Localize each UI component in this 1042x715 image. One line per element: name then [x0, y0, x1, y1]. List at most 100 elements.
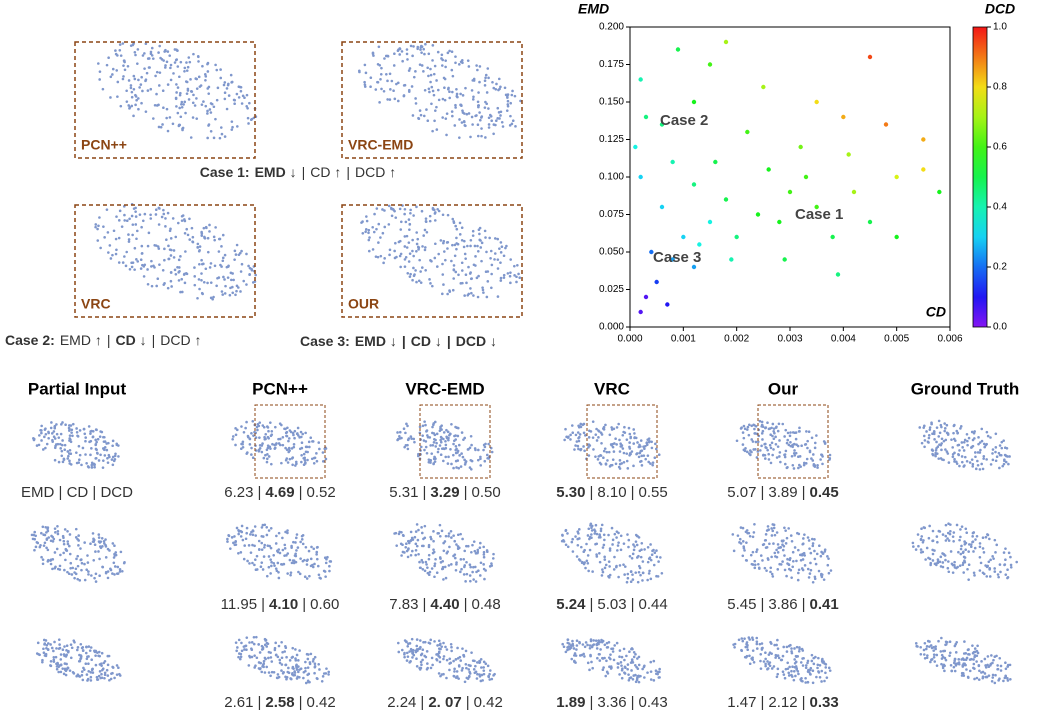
cloud-dot	[421, 210, 424, 213]
cloud-dot	[590, 533, 593, 536]
cloud-dot	[91, 462, 94, 465]
cloud-dot	[82, 649, 85, 652]
cloud-dot	[808, 547, 811, 550]
cloud-dot	[406, 659, 409, 662]
cloud-dot	[100, 673, 103, 676]
cloud-dot	[923, 649, 926, 652]
cloud-dot	[768, 458, 771, 461]
cloud-dot	[306, 653, 309, 656]
cloud-dot	[589, 644, 592, 647]
cloud-dot	[469, 459, 472, 462]
cloud-dot	[150, 265, 153, 268]
cloud-dot	[404, 235, 407, 238]
cloud-dot	[482, 291, 485, 294]
cloud-dot	[204, 73, 207, 76]
cloud-dot	[240, 655, 243, 658]
cloud-dot	[966, 460, 969, 463]
cloud-dot	[434, 242, 437, 245]
cloud-dot	[184, 232, 187, 235]
cloud-dot	[987, 655, 990, 658]
cloud-dot	[933, 656, 936, 659]
cloud-dot	[310, 546, 313, 549]
cloud-dot	[957, 658, 960, 661]
cloud-dot	[441, 273, 444, 276]
cloud-dot	[98, 574, 101, 577]
cloud-dot	[636, 556, 639, 559]
cloud-dot	[472, 95, 475, 98]
cloud-dot	[64, 444, 67, 447]
cloud-dot	[66, 457, 69, 460]
cloud-dot	[917, 533, 920, 536]
cloud-dot	[782, 646, 785, 649]
scatter-point	[894, 175, 898, 179]
cloud-dot	[302, 543, 305, 546]
cloud-dot	[163, 248, 166, 251]
scatter-point	[846, 152, 850, 156]
cloud-dot	[777, 445, 780, 448]
cloud-dot	[99, 70, 102, 73]
cloud-dot	[286, 426, 289, 429]
cloud-dot	[947, 567, 950, 570]
cloud-dot	[812, 542, 815, 545]
cloud-dot	[439, 675, 442, 678]
cloud-dot	[413, 273, 416, 276]
cloud-dot	[281, 663, 284, 666]
cloud-dot	[242, 539, 245, 542]
cloud-dot	[291, 457, 294, 460]
metric-separator: |	[631, 596, 635, 613]
annotation: Case 1	[795, 206, 843, 223]
cloud-dot	[961, 455, 964, 458]
point-cloud	[561, 638, 661, 683]
cloud-dot	[573, 448, 576, 451]
cloud-dot	[235, 290, 238, 293]
cloud-dot	[98, 78, 101, 81]
cloud-dot	[490, 119, 493, 122]
cloud-dot	[473, 540, 476, 543]
cloud-dot	[475, 64, 478, 67]
cloud-dot	[945, 539, 948, 542]
cloud-dot	[453, 264, 456, 267]
cloud-dot	[224, 98, 227, 101]
column-header: Our	[768, 379, 799, 398]
cloud-dot	[970, 658, 973, 661]
cloud-dot	[117, 566, 120, 569]
cloud-dot	[932, 539, 935, 542]
cloud-dot	[304, 575, 307, 578]
cloud-dot	[229, 547, 232, 550]
cloud-dot	[450, 646, 453, 649]
cloud-dot	[929, 661, 932, 664]
cloud-dot	[952, 432, 955, 435]
cloud-dot	[469, 466, 472, 469]
cloud-dot	[798, 568, 801, 571]
cloud-dot	[295, 549, 298, 552]
cloud-dot	[417, 529, 420, 532]
cloud-dot	[429, 220, 432, 223]
cloud-dot	[469, 271, 472, 274]
cloud-dot	[226, 540, 229, 543]
cloud-dot	[120, 551, 123, 554]
cloud-dot	[647, 561, 650, 564]
cloud-dot	[776, 456, 779, 459]
cloud-dot	[500, 251, 503, 254]
cloud-dot	[967, 649, 970, 652]
cloud-dot	[44, 534, 47, 537]
cloud-dot	[925, 648, 928, 651]
cloud-dot	[943, 430, 946, 433]
cloud-dot	[250, 647, 253, 650]
cloud-dot	[461, 59, 464, 62]
cloud-dot	[994, 539, 997, 542]
cloud-dot	[235, 649, 238, 652]
cloud-dot	[282, 436, 285, 439]
cloud-dot	[821, 661, 824, 664]
cloud-dot	[471, 89, 474, 92]
cloud-dot	[186, 92, 189, 95]
cloud-dot	[986, 676, 989, 679]
cloud-dot	[135, 215, 138, 218]
cloud-dot	[450, 530, 453, 533]
cloud-dot	[624, 565, 627, 568]
y-tick-label: 0.125	[599, 134, 624, 145]
cloud-dot	[956, 566, 959, 569]
cloud-dot	[940, 556, 943, 559]
cloud-dot	[615, 566, 618, 569]
cloud-dot	[105, 571, 108, 574]
